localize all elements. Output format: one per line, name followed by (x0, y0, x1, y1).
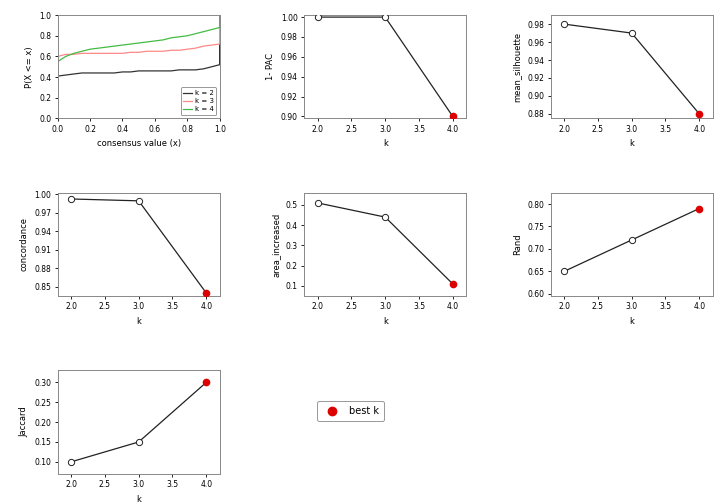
Y-axis label: concordance: concordance (19, 217, 29, 272)
Y-axis label: Jaccard: Jaccard (19, 407, 29, 437)
Y-axis label: 1- PAC: 1- PAC (266, 53, 275, 80)
X-axis label: k: k (136, 494, 141, 503)
Y-axis label: mean_silhouette: mean_silhouette (513, 32, 522, 102)
X-axis label: k: k (629, 317, 634, 326)
Y-axis label: P(X <= x): P(X <= x) (24, 46, 34, 88)
X-axis label: k: k (136, 317, 141, 326)
Legend: k = 2, k = 3, k = 4: k = 2, k = 3, k = 4 (181, 87, 216, 115)
X-axis label: k: k (383, 139, 387, 148)
X-axis label: consensus value (x): consensus value (x) (96, 139, 181, 148)
Y-axis label: area_increased: area_increased (271, 212, 280, 277)
X-axis label: k: k (629, 139, 634, 148)
Legend: best k: best k (317, 401, 384, 421)
X-axis label: k: k (383, 317, 387, 326)
Y-axis label: Rand: Rand (513, 234, 522, 255)
